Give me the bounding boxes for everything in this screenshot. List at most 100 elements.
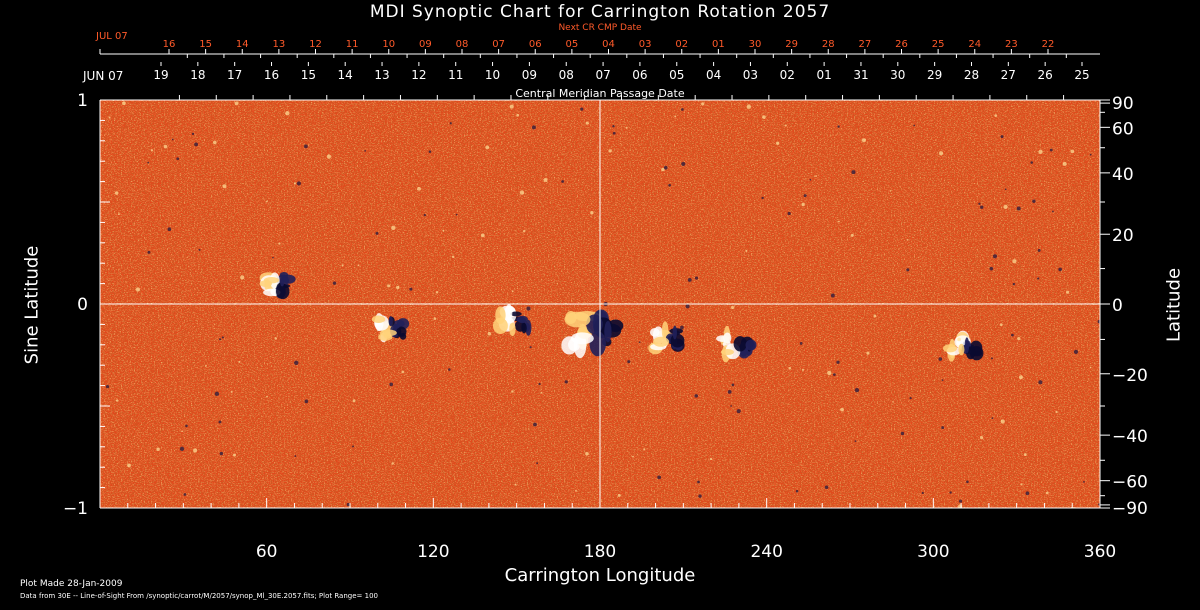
- magnetic-element: [304, 399, 309, 404]
- magnetic-element: [352, 445, 355, 448]
- top-axis: 16 15 14 13 12 11 10 09 08 07 06 05 04 03 02 01 30 29 28 27…: [99, 39, 1100, 101]
- magnetic-element: [980, 436, 984, 440]
- cmp-day-label: 27: [1001, 68, 1016, 82]
- positive-polarity-spot: [564, 311, 591, 328]
- magnetic-element: [294, 455, 297, 457]
- right-axis-tick-label: 20: [1112, 226, 1134, 246]
- magnetic-element: [115, 399, 119, 402]
- magnetic-element: [730, 305, 735, 310]
- magnetic-element: [1016, 206, 1021, 211]
- cmp-day-label: 10: [485, 68, 500, 82]
- magnetic-element: [694, 276, 699, 280]
- y-axis-label-right: Latitude: [1163, 267, 1185, 343]
- magnetic-element: [680, 325, 684, 330]
- magnetic-element: [428, 150, 432, 153]
- right-axis-tick-label: −20: [1112, 366, 1148, 386]
- magnetic-element: [921, 491, 924, 495]
- magnetic-element: [266, 395, 268, 398]
- magnetic-element: [681, 161, 686, 167]
- magnetic-element: [1037, 277, 1040, 280]
- magnetic-element: [185, 424, 188, 428]
- cmp-day-label: 28: [964, 68, 979, 82]
- magnetic-element: [746, 104, 752, 109]
- magnetic-element: [815, 175, 817, 178]
- magnetic-element: [278, 242, 281, 245]
- magnetic-element: [519, 190, 525, 195]
- magnetic-element: [533, 422, 537, 427]
- magnetic-element: [1058, 267, 1062, 272]
- magnetic-element: [999, 323, 1003, 327]
- cmp-day-label: 16: [264, 68, 279, 82]
- magnetic-element: [638, 341, 641, 344]
- magnetic-element: [156, 447, 160, 451]
- magnetic-element: [1070, 149, 1075, 154]
- magnetic-element: [788, 366, 792, 370]
- magnetic-element: [423, 213, 426, 217]
- next-cr-day-label: 08: [456, 39, 469, 50]
- negative-polarity-spot: [745, 339, 757, 351]
- negative-polarity-spot: [733, 336, 747, 352]
- cmp-day-label: 13: [374, 68, 389, 82]
- magnetic-element: [643, 448, 646, 451]
- next-cr-month: JUL 07: [96, 31, 128, 42]
- magnetic-element: [480, 233, 485, 238]
- magnetic-element: [240, 275, 245, 280]
- magnetic-element: [509, 104, 514, 109]
- cmp-day-label: 25: [1074, 68, 1089, 82]
- next-cr-day-label: 14: [236, 39, 249, 50]
- magnetic-element: [218, 420, 222, 424]
- magnetic-element: [909, 397, 912, 400]
- magnetic-element: [485, 145, 490, 150]
- magnetic-element: [801, 202, 805, 207]
- magnetic-element: [167, 227, 172, 232]
- magnetic-element: [1055, 410, 1058, 414]
- next-cr-day-label: 04: [602, 39, 615, 50]
- magnetic-element: [357, 264, 360, 267]
- magnetic-element: [127, 463, 131, 468]
- magnetic-element: [761, 196, 764, 200]
- magnetic-element: [442, 229, 445, 232]
- negative-polarity-spot: [396, 326, 407, 337]
- magnetic-element: [866, 351, 870, 355]
- magnetic-element: [564, 380, 568, 384]
- magnetic-element: [105, 384, 110, 389]
- positive-polarity-spot: [652, 336, 670, 347]
- magnetic-element: [966, 480, 969, 484]
- left-axis: 1 0 −1: [63, 91, 110, 519]
- magnetic-element: [150, 149, 154, 152]
- negative-polarity-spot: [510, 311, 522, 317]
- right-axis-tick-label: −90: [1112, 499, 1148, 519]
- cmp-day-label: 19: [153, 68, 168, 82]
- magnetic-element: [941, 379, 944, 382]
- crosshair: [100, 100, 1100, 508]
- next-cr-day-label: 09: [419, 39, 432, 50]
- magnetic-element: [1073, 349, 1079, 354]
- magnetic-element: [332, 281, 337, 285]
- negative-polarity-spot: [672, 325, 677, 340]
- bottom-axis-tick-label: 360: [1084, 542, 1116, 562]
- magnetic-element: [435, 291, 439, 294]
- magnetic-element: [840, 407, 844, 412]
- magnetic-element: [198, 248, 201, 251]
- magnetic-element: [451, 255, 455, 259]
- magnetic-element: [762, 115, 766, 119]
- magnetic-element: [191, 132, 195, 136]
- right-axis-tick-label: 90: [1112, 94, 1134, 114]
- magnetic-element: [219, 451, 224, 456]
- positive-polarity-spot: [649, 327, 660, 337]
- cmp-day-label: 02: [780, 68, 795, 82]
- magnetic-element: [108, 116, 111, 119]
- magnetic-element: [575, 489, 577, 492]
- magnetic-element: [900, 431, 905, 436]
- magnetic-element: [218, 338, 222, 341]
- magnetic-element: [147, 250, 151, 254]
- cmp-day-label: 05: [669, 68, 684, 82]
- magnetic-element: [625, 126, 628, 129]
- next-cr-day-label: 15: [199, 39, 212, 50]
- magnetic-element: [232, 453, 236, 457]
- negative-polarity-spot: [388, 316, 393, 327]
- magnetic-element: [266, 200, 268, 203]
- next-cr-day-label: 28: [822, 39, 835, 50]
- magnetic-element: [1012, 259, 1017, 264]
- magnetic-element: [627, 360, 631, 364]
